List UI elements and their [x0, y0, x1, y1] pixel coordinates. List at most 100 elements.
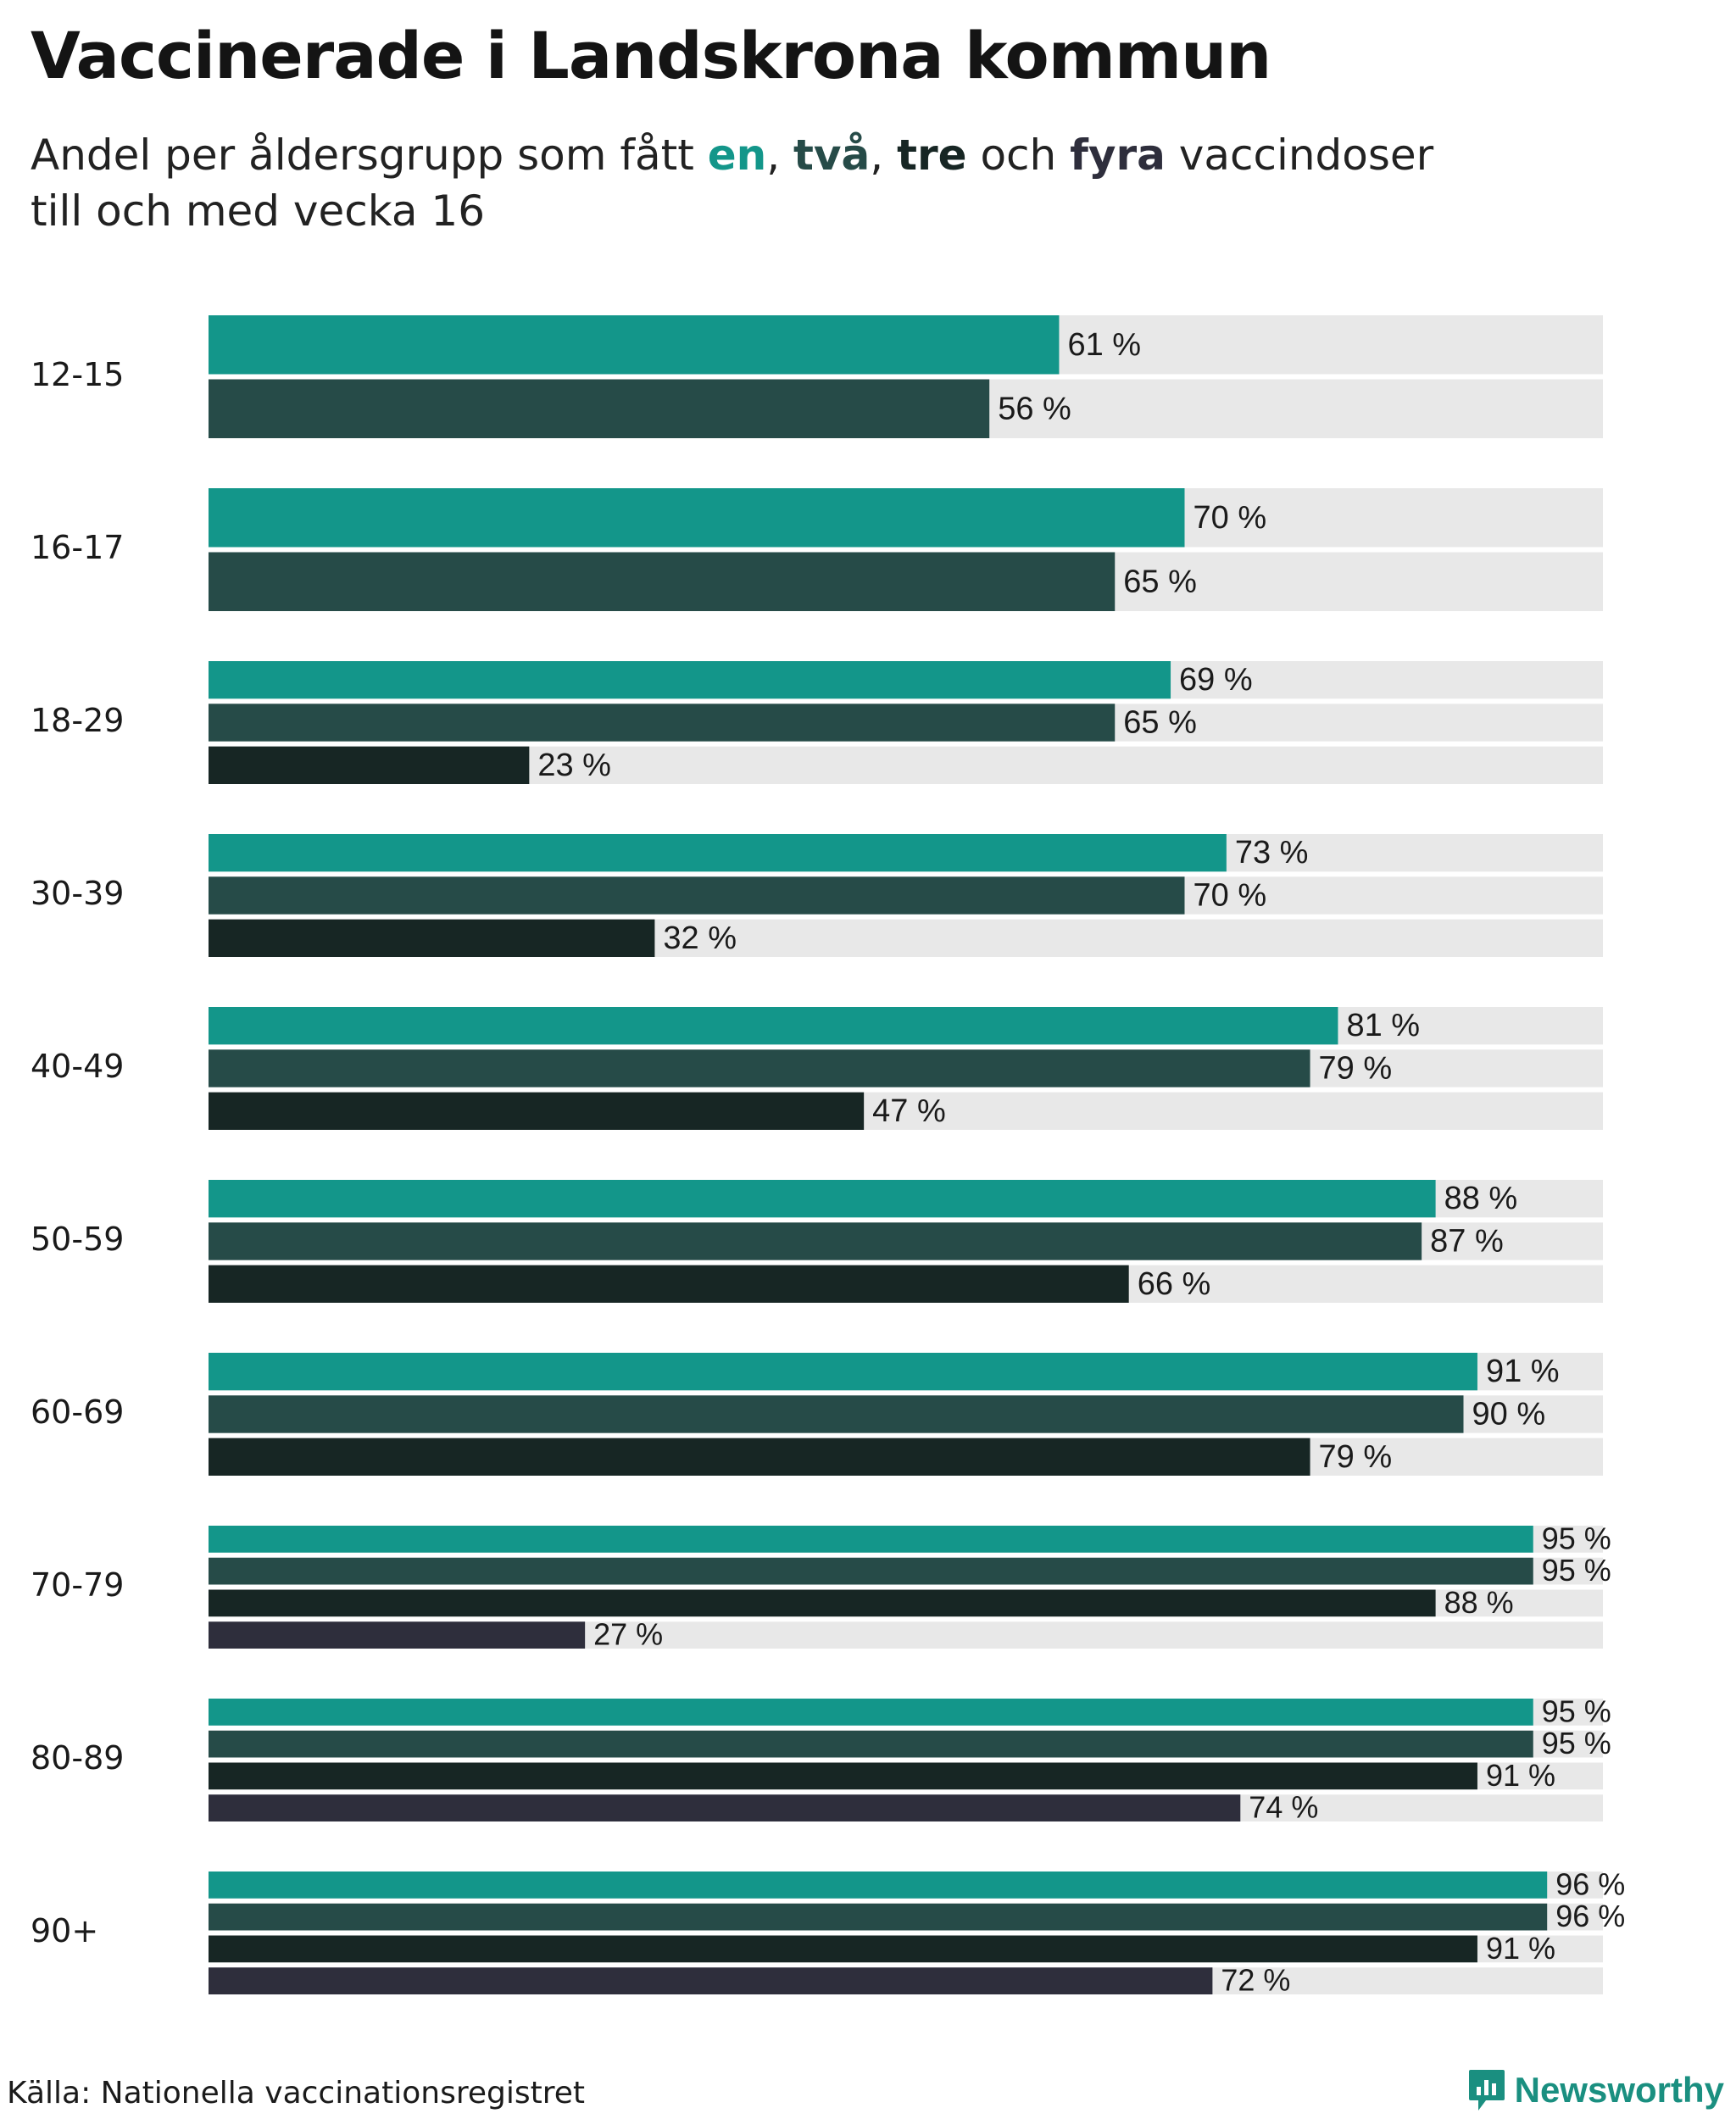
bar: [209, 1092, 865, 1130]
value-label: 96 %: [1555, 1866, 1625, 1901]
bar: [209, 1222, 1422, 1260]
bar: [209, 1049, 1310, 1087]
category-label: 12-15: [31, 356, 124, 393]
bar: [209, 1526, 1533, 1553]
bar: [209, 704, 1116, 742]
value-label: 65 %: [1123, 564, 1197, 599]
logo-bar: [1476, 2087, 1481, 2095]
value-label: 66 %: [1138, 1266, 1211, 1302]
legend-key-tva: två: [793, 131, 871, 180]
newsworthy-logo-icon: [1468, 2070, 1505, 2111]
age-group: 90+ 96 %96 %91 % 72 %: [31, 1866, 1625, 1997]
bar: [209, 1589, 1436, 1617]
value-label: 79 %: [1319, 1439, 1393, 1475]
category-label: 60-69: [31, 1393, 124, 1431]
value-label: 61 %: [1067, 327, 1141, 363]
subtitle-separator: och: [966, 131, 1071, 180]
category-label: 50-59: [31, 1221, 124, 1258]
bar: [209, 1872, 1548, 1899]
bar: [209, 488, 1185, 548]
bar: [209, 834, 1227, 872]
category-label: 40-49: [31, 1048, 124, 1085]
value-label: 32 %: [663, 920, 737, 956]
bar: [209, 1353, 1477, 1391]
chart-subtitle: Andel per åldersgrupp som fått en, två, …: [31, 127, 1433, 239]
legend-key-fyra: fyra: [1070, 131, 1166, 180]
value-label: 47 %: [872, 1093, 946, 1129]
bar: [209, 1903, 1548, 1931]
bar: [209, 1265, 1129, 1303]
value-label: 96 %: [1555, 1899, 1625, 1933]
subtitle-separator: ,: [870, 131, 898, 180]
bar: [209, 1699, 1533, 1726]
value-label: 69 %: [1179, 662, 1253, 698]
subtitle-line-2: till och med vecka 16: [31, 186, 486, 236]
logo-bar: [1491, 2083, 1496, 2095]
bar: [209, 379, 990, 438]
category-label: 16-17: [31, 529, 124, 566]
value-label: 79 %: [1319, 1051, 1393, 1087]
value-label: 95 %: [1542, 1694, 1611, 1728]
value-label: 70 %: [1194, 878, 1267, 914]
bar: [209, 1395, 1464, 1433]
age-group: 16-17 70 % 65 %: [31, 488, 1603, 611]
bar: [209, 552, 1116, 611]
bar: [209, 1621, 586, 1649]
chart-title: Vaccinerade i Landskrona kommun: [31, 18, 1271, 93]
value-label: 95 %: [1542, 1521, 1611, 1555]
value-label: 23 %: [537, 748, 611, 783]
value-label: 74 %: [1249, 1790, 1318, 1825]
bar: [209, 1794, 1241, 1821]
logo-bar: [1483, 2080, 1488, 2095]
value-label: 87 %: [1430, 1224, 1504, 1260]
value-label: 91 %: [1486, 1758, 1555, 1793]
bar: [209, 661, 1171, 699]
age-group: 60-69 91 % 90 % 79 %: [31, 1353, 1603, 1476]
bar: [209, 1438, 1310, 1476]
value-label: 95 %: [1542, 1553, 1611, 1588]
value-label: 27 %: [593, 1617, 663, 1652]
age-group: 50-59 88 % 87 % 66 %: [31, 1180, 1603, 1303]
value-label: 88 %: [1444, 1181, 1518, 1216]
category-label: 30-39: [31, 875, 124, 912]
source-note: Källa: Nationella vaccinationsregistret: [7, 2076, 585, 2111]
value-label: 81 %: [1346, 1008, 1420, 1043]
legend-key-tre: tre: [897, 131, 967, 180]
value-label: 73 %: [1235, 835, 1309, 870]
bar: [209, 1730, 1533, 1758]
value-label: 70 %: [1194, 500, 1267, 536]
bar: [209, 919, 655, 957]
age-group: 70-79 95 %95 % 88 % 27 %: [31, 1521, 1611, 1651]
bar: [209, 876, 1185, 915]
value-label: 95 %: [1542, 1726, 1611, 1760]
bar: [209, 1180, 1436, 1218]
category-label: 90+: [31, 1912, 98, 1949]
bar: [209, 1762, 1477, 1790]
bar: [209, 746, 530, 784]
bar: [209, 1007, 1338, 1045]
brand: Newsworthy: [1467, 2068, 1724, 2112]
category-label: 70-79: [31, 1566, 124, 1604]
bar: [209, 1967, 1213, 1994]
bar-chart: 12-15 61 % 56 % 16-17 70 % 65 % 18-29 69 % 65 % 2…: [31, 315, 1625, 1998]
subtitle-separator: ,: [766, 131, 794, 180]
subtitle-prefix: Andel per åldersgrupp som fått: [31, 131, 708, 180]
value-label: 90 %: [1472, 1397, 1546, 1432]
subtitle-suffix: vaccindoser: [1165, 131, 1434, 180]
age-group: 40-49 81 % 79 % 47 %: [31, 1007, 1603, 1130]
value-label: 72 %: [1221, 1963, 1290, 1998]
value-label: 91 %: [1486, 1931, 1555, 1966]
value-label: 56 %: [998, 391, 1071, 426]
subtitle-line-1: Andel per åldersgrupp som fått en, två, …: [31, 127, 1433, 183]
legend-key-en: en: [707, 131, 767, 180]
category-label: 18-29: [31, 702, 124, 739]
value-label: 88 %: [1444, 1585, 1514, 1620]
brand-name: Newsworthy: [1514, 2070, 1724, 2110]
age-group: 30-39 73 % 70 % 32 %: [31, 834, 1603, 957]
value-label: 91 %: [1486, 1354, 1560, 1389]
category-label: 80-89: [31, 1739, 124, 1777]
age-group: 12-15 61 % 56 %: [31, 315, 1603, 438]
bar: [209, 1557, 1533, 1585]
value-label: 65 %: [1123, 705, 1197, 741]
